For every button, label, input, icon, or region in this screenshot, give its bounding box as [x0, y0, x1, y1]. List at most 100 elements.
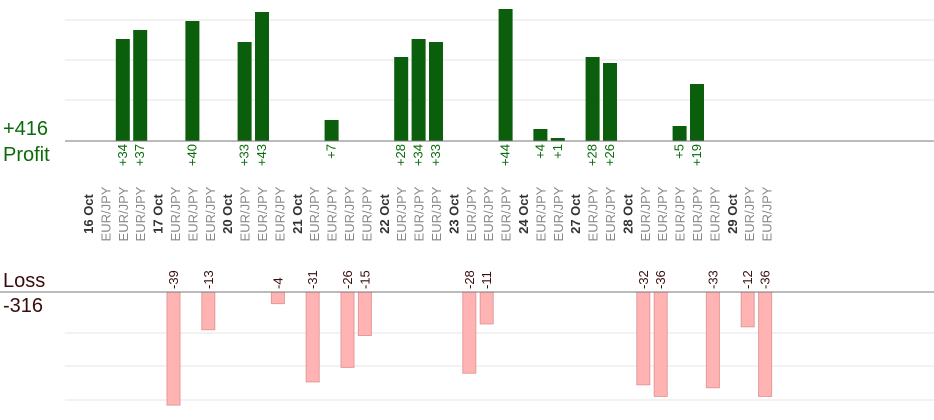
date-label: 17 Oct: [151, 193, 166, 233]
loss-value-label: -13: [201, 270, 216, 289]
loss-bar: [636, 291, 651, 386]
symbol-label: EUR/JPY: [359, 186, 374, 241]
loss-bar: [166, 291, 181, 406]
profit-bar: [550, 138, 565, 141]
symbol-label: EUR/JPY: [98, 186, 113, 241]
symbol-label: EUR/JPY: [464, 186, 479, 241]
loss-value-label: -26: [340, 270, 355, 289]
symbol-label: EUR/JPY: [707, 186, 722, 241]
loss-value-label: -33: [705, 270, 720, 289]
profit-bar: [237, 42, 252, 141]
date-label: 28 Oct: [620, 193, 635, 233]
loss-bar: [357, 291, 372, 336]
loss-total: -316: [3, 295, 44, 317]
loss-value-label: -15: [357, 270, 372, 289]
profit-value-label: +33: [237, 144, 252, 166]
profit-value-label: +28: [585, 144, 600, 166]
date-label: 24 Oct: [516, 193, 531, 233]
profit-value-label: +34: [115, 144, 130, 166]
profit-bar: [498, 9, 513, 141]
profit-bar: [672, 126, 687, 141]
profit-value-label: +43: [254, 144, 269, 166]
bars: [115, 9, 773, 406]
profit-bar: [115, 39, 130, 141]
symbol-label: EUR/JPY: [655, 186, 670, 241]
loss-bar: [758, 291, 773, 397]
profit-bar: [411, 39, 426, 141]
symbol-label: EUR/JPY: [638, 186, 653, 241]
symbol-label: EUR/JPY: [603, 186, 618, 241]
profit-value-label: +28: [393, 144, 408, 166]
symbol-label: EUR/JPY: [690, 186, 705, 241]
grid-lines: [65, 19, 934, 401]
date-label: 20 Oct: [220, 193, 235, 233]
symbol-label: EUR/JPY: [499, 186, 514, 241]
loss-bar: [653, 291, 668, 397]
date-label: 27 Oct: [568, 193, 583, 233]
loss-bar: [340, 291, 355, 368]
symbol-label: EUR/JPY: [429, 186, 444, 241]
loss-bar: [305, 291, 320, 383]
symbol-label: EUR/JPY: [168, 186, 183, 241]
loss-bar: [740, 291, 755, 328]
loss-value-label: -11: [479, 271, 494, 289]
symbol-label: EUR/JPY: [325, 186, 340, 241]
date-label: 22 Oct: [377, 193, 392, 233]
symbol-label: EUR/JPY: [533, 186, 548, 241]
profit-bar: [185, 21, 200, 141]
symbol-label: EUR/JPY: [760, 186, 775, 241]
profit-value-label: +44: [498, 144, 513, 166]
loss-bar: [705, 291, 720, 389]
profit-label: Profit: [3, 144, 50, 166]
profit-value-label: +33: [428, 144, 443, 166]
loss-value-label: -32: [636, 270, 651, 289]
symbol-label: EUR/JPY: [586, 186, 601, 241]
symbol-label: EUR/JPY: [185, 186, 200, 241]
symbol-label: EUR/JPY: [742, 186, 757, 241]
date-label: 23 Oct: [446, 193, 461, 233]
symbol-label: EUR/JPY: [272, 186, 287, 241]
profit-bar: [324, 120, 339, 141]
date-label: 29 Oct: [725, 193, 740, 233]
profit-value-label: +1: [550, 144, 565, 159]
date-label: 21 Oct: [290, 193, 305, 233]
profit-bar: [533, 129, 548, 141]
profit-value-label: +4: [532, 144, 547, 159]
profit-value-label: +7: [324, 144, 339, 159]
profit-value-label: +26: [602, 144, 617, 166]
symbol-label: EUR/JPY: [133, 186, 148, 241]
loss-bar: [201, 291, 216, 331]
loss-value-label: -4: [270, 277, 285, 289]
loss-bar: [462, 291, 477, 374]
symbol-label: EUR/JPY: [481, 186, 496, 241]
symbol-label: EUR/JPY: [307, 186, 322, 241]
axis-lines: [0, 140, 934, 293]
profit-value-label: +19: [689, 144, 704, 166]
symbol-label: EUR/JPY: [238, 186, 253, 241]
profit-total: +416: [3, 118, 49, 140]
symbol-label: EUR/JPY: [394, 186, 409, 241]
loss-bar: [479, 291, 494, 325]
symbol-label: EUR/JPY: [342, 186, 357, 241]
profit-bar: [603, 63, 617, 141]
profit-value-label: +40: [184, 144, 199, 166]
profit-bar: [133, 30, 148, 141]
profit-bar: [585, 57, 600, 141]
profit-value-label: +34: [411, 144, 426, 166]
symbol-label: EUR/JPY: [116, 186, 131, 241]
loss-value-label: -31: [305, 270, 320, 289]
loss-value-label: -28: [462, 270, 477, 289]
profit-value-label: +5: [672, 144, 687, 159]
loss-value-label: -12: [740, 270, 755, 289]
loss-value-label: -39: [166, 270, 181, 289]
profit-bar: [690, 84, 704, 141]
symbol-label: EUR/JPY: [412, 186, 427, 241]
loss-value-label: -36: [653, 270, 668, 289]
symbol-label: EUR/JPY: [255, 186, 270, 241]
profit-bar: [429, 42, 443, 141]
symbol-label: EUR/JPY: [551, 186, 566, 241]
symbol-label: EUR/JPY: [203, 186, 218, 241]
profit-bar: [255, 12, 269, 141]
loss-value-label: -36: [758, 270, 773, 289]
